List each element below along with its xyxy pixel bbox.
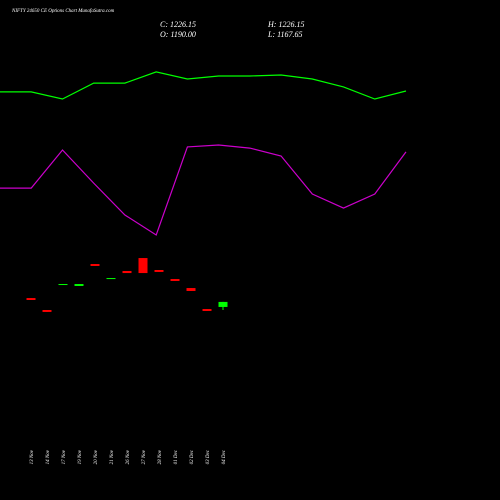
candle-body <box>90 264 100 266</box>
close-label: C: 1226.15 <box>160 20 196 29</box>
x-tick-label: 28 Nov <box>158 449 163 464</box>
x-tick-label: 02 Dec <box>190 449 195 464</box>
x-tick-label: 19 Nov <box>78 449 83 464</box>
x-tick-label: 04 Dec <box>222 449 227 464</box>
open-label: O: 1190.00 <box>160 30 196 39</box>
candle-body <box>42 310 52 312</box>
x-tick-label: 14 Nov <box>46 449 51 464</box>
x-tick-label: 03 Dec <box>206 449 211 464</box>
high-label: H: 1226.15 <box>267 20 304 29</box>
x-tick-label: 26 Nov <box>126 449 131 464</box>
candle-body <box>122 270 132 274</box>
x-tick-label: 13 Nov <box>30 449 35 464</box>
candle-body <box>170 279 180 281</box>
candle-body <box>154 270 164 272</box>
candle-body <box>202 309 212 311</box>
x-tick-label: 01 Dec <box>174 449 179 464</box>
candle-body <box>106 278 116 280</box>
candle-body <box>138 258 148 274</box>
x-tick-label: 20 Nov <box>94 449 99 464</box>
candle-body <box>186 288 196 291</box>
low-label: L: 1167.65 <box>267 30 303 39</box>
indicator-line <box>0 71 407 100</box>
candle-body <box>218 301 228 307</box>
x-tick-label: 17 Nov <box>62 449 67 464</box>
x-tick-label: 21 Nov <box>110 449 115 464</box>
candle-body <box>58 284 68 286</box>
x-tick-label: 27 Nov <box>142 449 147 464</box>
candle-body <box>74 284 84 286</box>
candle-body <box>26 298 36 300</box>
chart-title: NIFTY 24650 CE Options Chart MunafaSutra… <box>11 9 115 14</box>
indicator-line <box>0 144 407 236</box>
